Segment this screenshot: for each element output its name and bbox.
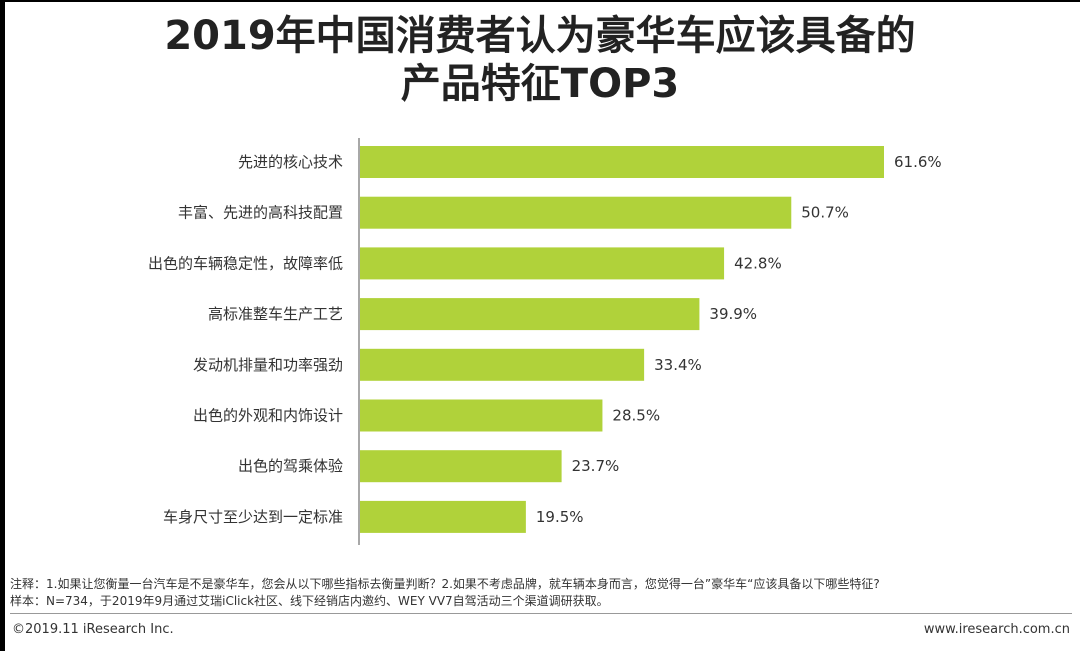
data-label: 33.4% <box>654 356 702 374</box>
sample-note: 样本：N=734，于2019年9月通过艾瑞iClick社区、线下经销店内邀约、W… <box>10 594 609 608</box>
data-label: 28.5% <box>612 407 660 425</box>
data-label: 50.7% <box>801 204 849 222</box>
frame-top-border <box>0 0 1080 2</box>
bar <box>360 500 526 533</box>
chart-title-line-1: 2019年中国消费者认为豪华车应该具备的 <box>164 13 916 59</box>
bar <box>360 399 603 432</box>
data-label: 19.5% <box>536 508 584 526</box>
chart-title-line-2: 产品特征TOP3 <box>400 61 680 107</box>
category-label: 先进的核心技术 <box>238 153 343 171</box>
website-link[interactable]: www.iresearch.com.cn <box>923 622 1070 637</box>
data-label: 39.9% <box>709 305 757 323</box>
bar <box>360 146 884 178</box>
data-label: 23.7% <box>572 457 620 475</box>
bar <box>360 450 562 483</box>
bar-series: 先进的核心技术 61.6% 丰富、先进的高科技配置 50.7% 出色的车辆稳定性，故障率… <box>148 146 942 533</box>
bar <box>360 247 725 280</box>
bar <box>360 298 700 331</box>
data-label: 42.8% <box>734 254 782 272</box>
frame-left-border <box>0 0 5 651</box>
category-label: 发动机排量和功率强劲 <box>193 356 343 374</box>
bar <box>360 196 792 229</box>
category-label: 出色的驾乘体验 <box>238 457 343 475</box>
data-label: 61.6% <box>894 153 942 171</box>
category-label: 车身尺寸至少达到一定标准 <box>163 508 343 526</box>
category-label: 出色的外观和内饰设计 <box>193 407 343 425</box>
category-label: 丰富、先进的高科技配置 <box>178 204 343 222</box>
category-label: 出色的车辆稳定性，故障率低 <box>148 254 343 272</box>
copyright-text: ©2019.11 iResearch Inc. <box>12 622 174 637</box>
bar <box>360 348 645 381</box>
chart-note: 注释：1.如果让您衡量一台汽车是不是豪华车，您会从以下哪些指标去衡量判断？2.如… <box>10 577 880 591</box>
footer-divider <box>10 613 1072 614</box>
bar-chart: 先进的核心技术 61.6% 丰富、先进的高科技配置 50.7% 出色的车辆稳定性，故障率… <box>148 138 942 545</box>
category-label: 高标准整车生产工艺 <box>208 305 343 323</box>
